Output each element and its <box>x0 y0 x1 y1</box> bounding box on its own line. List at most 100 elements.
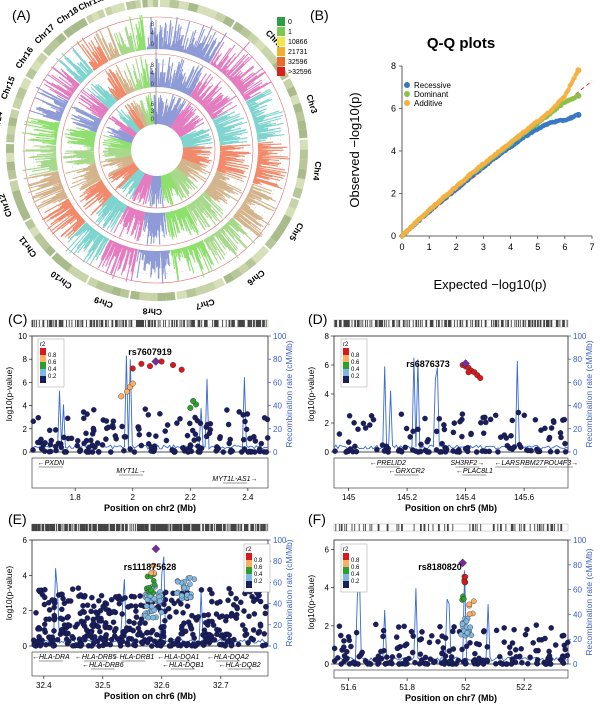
qq-xlabel: Expected −log10(p) <box>433 277 546 292</box>
snp-point <box>228 590 234 597</box>
snp-point-light <box>145 614 152 621</box>
recombination-line <box>333 357 569 450</box>
chr-label-chr5: Chr5 <box>287 221 306 243</box>
snp-point <box>412 659 418 666</box>
snp-point <box>59 626 65 633</box>
snp-point <box>136 426 142 432</box>
snp-point <box>69 633 76 640</box>
r2-swatch <box>343 553 349 560</box>
recombination-line <box>333 570 569 662</box>
snp-point <box>512 647 519 653</box>
panel-b-qq: (B) Q-Q plots 0 1 2 3 4 5 6 7 0 2 4 6 8 RecessiveDomi… <box>310 7 595 292</box>
snp-point <box>251 433 257 440</box>
lead-snp <box>458 558 468 568</box>
rtick-label: 0 <box>273 448 278 457</box>
ylabel-left: log10(p-value) <box>4 566 14 621</box>
density-band <box>289 94 301 106</box>
density-band <box>297 120 307 130</box>
snp-point <box>88 437 94 444</box>
snp-point-red <box>129 365 136 372</box>
manhattan-chr21 <box>145 92 155 125</box>
snp-point <box>351 659 357 666</box>
snp-point <box>229 448 235 454</box>
snp-point <box>36 587 42 594</box>
snp-point <box>346 413 353 419</box>
density-band <box>212 277 226 289</box>
snp-point <box>121 447 127 454</box>
manhattan-chr9 <box>131 172 153 206</box>
snp-point <box>85 643 92 649</box>
rtick-label: 20 <box>573 425 582 434</box>
snp-point <box>103 632 109 638</box>
snp-point <box>84 615 91 621</box>
snp-point <box>241 446 248 452</box>
snp-point <box>367 422 373 428</box>
density-band <box>94 280 106 292</box>
snp-point <box>504 661 510 667</box>
chr-label-chr20: Chr20 <box>98 0 124 3</box>
snp-point <box>192 414 198 421</box>
snp-point <box>560 632 567 639</box>
snp-point <box>462 446 469 452</box>
snp-point <box>229 637 236 644</box>
snp-point <box>342 656 349 663</box>
xtick-label: 32.4 <box>36 681 52 690</box>
snp-point <box>182 628 189 635</box>
snp-point <box>250 627 257 633</box>
snp-point <box>512 659 519 666</box>
snp-point <box>108 449 114 455</box>
qq-ytick-label: 2 <box>391 189 396 199</box>
manhattan-chr19 <box>115 64 135 95</box>
manhattan-chr13 <box>22 145 59 177</box>
manhattan-chr2 <box>189 73 238 120</box>
snp-point <box>121 434 128 440</box>
density-band <box>104 6 114 16</box>
snp-point <box>515 409 522 416</box>
snp-point <box>209 598 215 605</box>
snp-point <box>35 414 42 421</box>
r2-swatch <box>343 369 349 376</box>
ytick-label: 8 <box>325 332 330 341</box>
snp-point-light <box>149 603 155 610</box>
snp-point <box>419 629 425 635</box>
manhattan-chr5 <box>176 158 211 183</box>
density-band <box>15 199 27 212</box>
snp-point <box>362 658 369 664</box>
snp-point <box>100 637 107 644</box>
snp-point <box>51 628 57 634</box>
snp-point <box>456 449 463 455</box>
gene-label: ←HLA-DRB5 <box>75 654 117 661</box>
ytick-label: 6 <box>23 378 28 387</box>
qq-xtick-label: 0 <box>399 242 404 252</box>
snp-point <box>205 637 211 643</box>
snp-point <box>492 412 499 419</box>
snp-point <box>261 415 268 421</box>
snp-point <box>62 448 68 455</box>
snp-point <box>108 596 115 603</box>
snp-point <box>422 415 428 422</box>
snp-point <box>65 613 71 620</box>
density-band <box>6 152 15 163</box>
snp-point <box>103 418 110 424</box>
snp-point <box>81 440 87 447</box>
snp-point <box>157 411 163 417</box>
gene-label: RBM27→ <box>520 460 550 467</box>
snp-point <box>249 593 255 600</box>
snp-point <box>552 642 559 648</box>
density-band <box>282 78 294 90</box>
ytick-label: 8 <box>23 355 28 364</box>
r2-legend: r20.80.60.40.2 <box>37 338 65 388</box>
gene-label: ←PLAC8L1 <box>456 468 493 475</box>
snp-point <box>31 642 38 648</box>
snp-point-red <box>461 579 468 585</box>
snp-point <box>468 431 474 438</box>
panel-e-label: (E) <box>8 511 27 527</box>
r2-label: 0.4 <box>351 367 360 373</box>
manhattan-chr17 <box>86 83 118 110</box>
snp-point <box>52 443 59 450</box>
snp-point <box>208 633 215 639</box>
snp-point-green <box>461 596 467 602</box>
snp-point-light <box>464 630 471 636</box>
qq-ytick-label: 4 <box>391 146 396 156</box>
snp-point <box>522 631 529 638</box>
